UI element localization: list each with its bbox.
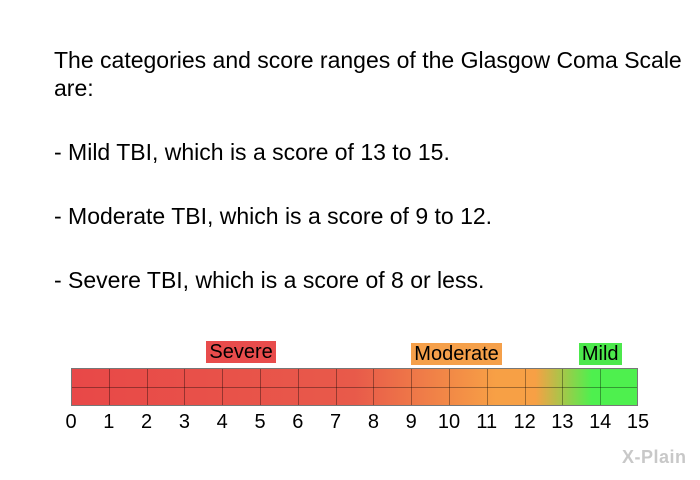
intro-text: The categories and score ranges of the G…	[54, 47, 682, 101]
xplain-logo: X-Plain	[622, 447, 687, 467]
grid-line	[222, 369, 224, 405]
grid-line	[562, 369, 564, 405]
bullet-moderate: - Moderate TBI, which is a score of 9 to…	[54, 203, 493, 229]
grid-line	[335, 369, 337, 405]
tick-label: 0	[65, 411, 77, 433]
tick-label: 14	[589, 411, 612, 433]
severe-label: Severe	[206, 341, 276, 363]
grid-line-horizontal	[72, 387, 637, 388]
bullet-mild: - Mild TBI, which is a score of 13 to 15…	[54, 139, 450, 165]
tick-label: 2	[141, 411, 153, 433]
tick-label: 12	[513, 411, 536, 433]
tick-label: 7	[330, 411, 342, 433]
tick-label: 10	[437, 411, 461, 433]
grid-line	[373, 369, 375, 405]
tick-label: 4	[216, 411, 228, 433]
grid-line	[297, 369, 299, 405]
grid-line	[260, 369, 261, 405]
tick-label: 13	[551, 411, 574, 433]
moderate-label: Moderate	[411, 343, 502, 365]
tick-label: 11	[476, 411, 498, 433]
grid-line	[486, 369, 488, 405]
bullet-severe: - Severe TBI, which is a score of 8 or l…	[54, 267, 485, 293]
content-text: The categories and score ranges of the G…	[54, 46, 684, 330]
grid-line	[524, 369, 526, 405]
grid-line	[600, 369, 602, 405]
grid-line	[184, 369, 186, 405]
grid-line	[146, 369, 148, 405]
tick-label: 15	[626, 411, 650, 433]
tick-label: 1	[103, 411, 115, 433]
mild-label: Mild	[578, 343, 622, 365]
tick-label: 5	[254, 411, 266, 433]
tick-label: 8	[367, 411, 379, 433]
grid-line	[449, 369, 450, 405]
tick-label: 6	[292, 411, 304, 433]
score-bar	[71, 368, 638, 406]
grid-line	[108, 369, 110, 405]
tick-label: 9	[405, 411, 417, 433]
grid-line	[411, 369, 413, 405]
tick-label: 3	[178, 411, 190, 433]
